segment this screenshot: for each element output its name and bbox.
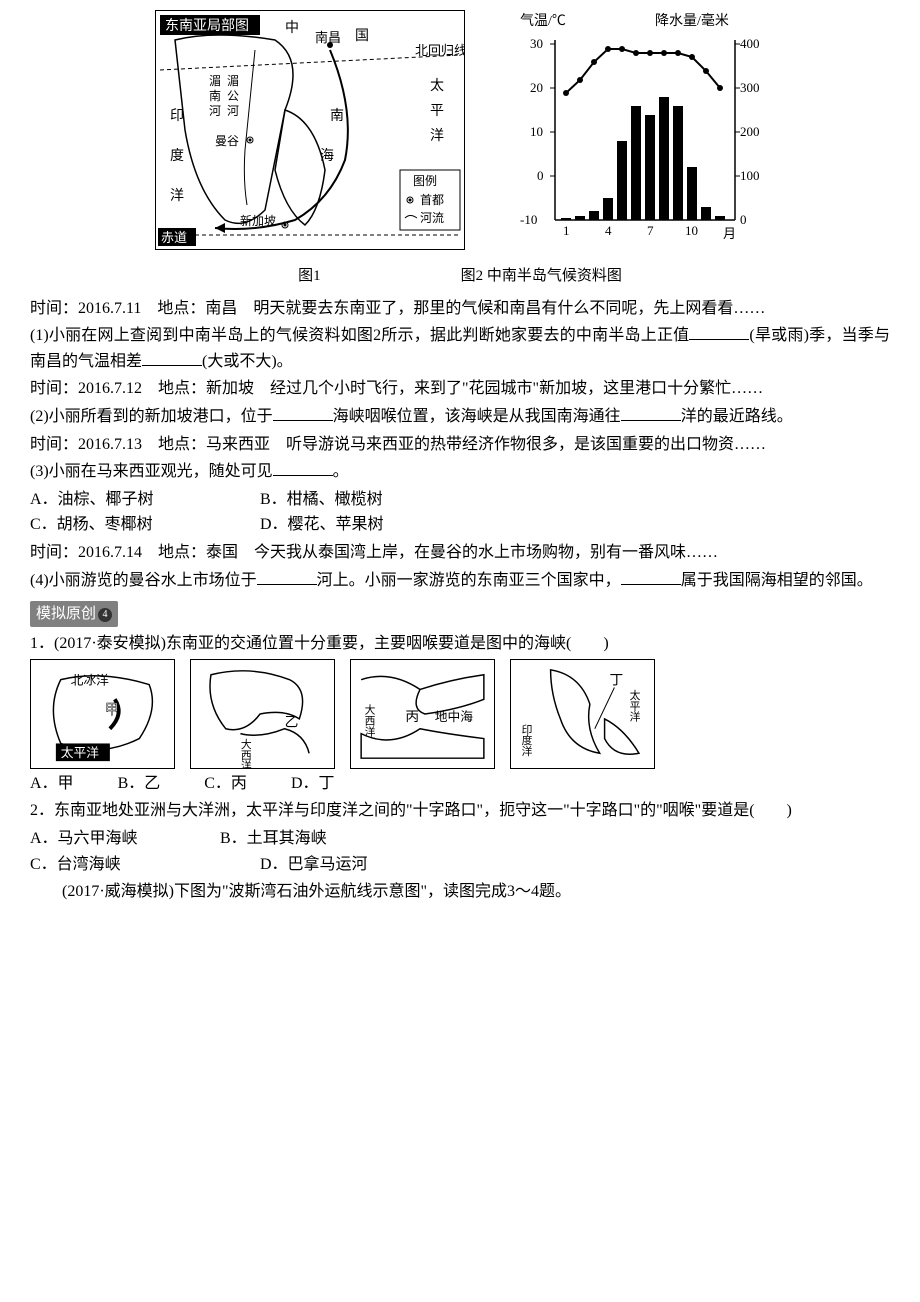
- svg-text:乙: 乙: [285, 714, 299, 729]
- svg-text:洋: 洋: [170, 188, 184, 204]
- svg-text:太平洋: 太平洋: [61, 746, 99, 760]
- mc2-stem: 2．东南亚地处亚洲与大洋洲，太平洋与印度洋之间的"十字路口"，扼守这一"十字路口…: [30, 798, 890, 824]
- svg-text:南: 南: [330, 108, 344, 124]
- mc1-options: A．甲 B．乙 C．丙 D．丁: [30, 771, 890, 797]
- svg-text:印度洋: 印度洋: [520, 723, 532, 756]
- mc2-option-c: C．台湾海峡: [30, 852, 250, 878]
- svg-text:南昌: 南昌: [315, 30, 341, 45]
- diary-2: 时间：2016.7.12 地点：新加坡 经过几个小时飞行，来到了"花园城市"新加…: [30, 376, 890, 402]
- svg-text:丙: 丙: [405, 709, 419, 724]
- svg-text:400: 400: [740, 36, 760, 51]
- svg-text:地中海: 地中海: [435, 710, 473, 724]
- svg-text:20: 20: [530, 80, 543, 95]
- svg-text:曼谷: 曼谷: [215, 134, 239, 148]
- q3-option-c: C．胡杨、枣椰树: [30, 512, 250, 538]
- svg-text:北回归线: 北回归线: [415, 43, 465, 58]
- svg-text:1: 1: [563, 223, 570, 238]
- mc1-maps: 北冰洋 甲 太平洋 乙 大西洋 大西洋 丙 地中海 丁 印度洋 太平洋: [30, 659, 890, 769]
- svg-text:印: 印: [170, 108, 184, 124]
- svg-text:10: 10: [685, 223, 698, 238]
- q3-option-a: A．油棕、椰子树: [30, 487, 250, 513]
- svg-text:平: 平: [430, 104, 444, 119]
- svg-text:降水量/毫米: 降水量/毫米: [655, 12, 729, 29]
- svg-text:洋: 洋: [430, 128, 444, 144]
- svg-text:200: 200: [740, 124, 760, 139]
- fig2-caption: 图2 中南半岛气候资料图: [461, 264, 622, 288]
- map-title: 东南亚局部图: [165, 18, 249, 34]
- question-4: (4)小丽游览的曼谷水上市场位于河上。小丽一家游览的东南亚三个国家中，属于我国隔…: [30, 568, 890, 594]
- svg-text:度: 度: [170, 148, 184, 164]
- q3-option-d: D．樱花、苹果树: [260, 512, 480, 538]
- svg-text:赤道: 赤道: [161, 230, 187, 245]
- svg-text:湄: 湄: [209, 74, 221, 88]
- mc2-option-a: A．马六甲海峡: [30, 826, 210, 852]
- svg-text:-10: -10: [520, 212, 537, 227]
- svg-text:大西洋: 大西洋: [239, 737, 251, 769]
- diary-4: 时间：2016.7.14 地点：泰国 今天我从泰国湾上岸，在曼谷的水上市场购物，…: [30, 540, 890, 566]
- svg-text:公: 公: [227, 89, 239, 103]
- mc2-option-b: B．土耳其海峡: [220, 826, 440, 852]
- svg-text:海: 海: [320, 148, 334, 164]
- svg-text:10: 10: [530, 124, 543, 139]
- svg-text:首都: 首都: [420, 193, 444, 207]
- svg-text:4: 4: [605, 223, 612, 238]
- svg-text:新加坡: 新加坡: [240, 213, 276, 228]
- svg-text:0: 0: [740, 212, 747, 227]
- svg-text:图例: 图例: [413, 174, 437, 188]
- question-1: (1)小丽在网上查阅到中南半岛上的气候资料如图2所示，据此判断她家要去的中南半岛…: [30, 323, 890, 374]
- svg-text:河: 河: [209, 104, 221, 118]
- mc2-option-d: D．巴拿马运河: [260, 852, 480, 878]
- svg-text:太: 太: [430, 78, 444, 94]
- svg-text:国: 国: [355, 29, 369, 44]
- svg-text:气温/℃: 气温/℃: [520, 13, 566, 29]
- svg-text:大西洋: 大西洋: [363, 702, 375, 736]
- svg-text:河流: 河流: [420, 211, 444, 225]
- svg-text:7: 7: [647, 223, 654, 238]
- svg-text:湄: 湄: [227, 74, 239, 88]
- svg-text:0: 0: [537, 168, 544, 183]
- svg-text:河: 河: [227, 104, 239, 118]
- question-3-stem: (3)小丽在马来西亚观光，随处可见。: [30, 459, 890, 485]
- southeast-asia-map: 东南亚局部图 北回归线 赤道 中 国 南昌 印 度 洋 湄 公: [155, 10, 465, 259]
- svg-text:中: 中: [285, 20, 299, 36]
- svg-text:甲: 甲: [105, 702, 119, 717]
- diary-1: 时间：2016.7.11 地点：南昌 明天就要去东南亚了，那里的气候和南昌有什么…: [30, 296, 890, 322]
- svg-text:北冰洋: 北冰洋: [71, 673, 109, 687]
- svg-text:300: 300: [740, 80, 760, 95]
- fig1-caption: 图1: [298, 264, 321, 288]
- section-badge: 模拟原创4: [30, 601, 118, 627]
- svg-text:太平洋: 太平洋: [628, 689, 640, 722]
- mc-context: (2017·威海模拟)下图为"波斯湾石油外运航线示意图"，读图完成3～4题。: [30, 879, 890, 905]
- mc1-stem: 1．(2017·泰安模拟)东南亚的交通位置十分重要，主要咽喉要道是图中的海峡( …: [30, 631, 890, 657]
- svg-text:30: 30: [530, 36, 543, 51]
- climate-chart: 气温/℃ 降水量/毫米 30 20 10 0 -10 400 300 200 1…: [505, 10, 765, 259]
- question-2: (2)小丽所看到的新加坡港口，位于海峡咽喉位置，该海峡是从我国南海通往洋的最近路…: [30, 404, 890, 430]
- svg-text:100: 100: [740, 168, 760, 183]
- diary-3: 时间：2016.7.13 地点：马来西亚 听导游说马来西亚的热带经济作物很多，是…: [30, 432, 890, 458]
- svg-text:月: 月: [723, 226, 736, 241]
- svg-text:南: 南: [209, 88, 221, 103]
- svg-text:丁: 丁: [610, 672, 624, 687]
- q3-option-b: B．柑橘、橄榄树: [260, 487, 480, 513]
